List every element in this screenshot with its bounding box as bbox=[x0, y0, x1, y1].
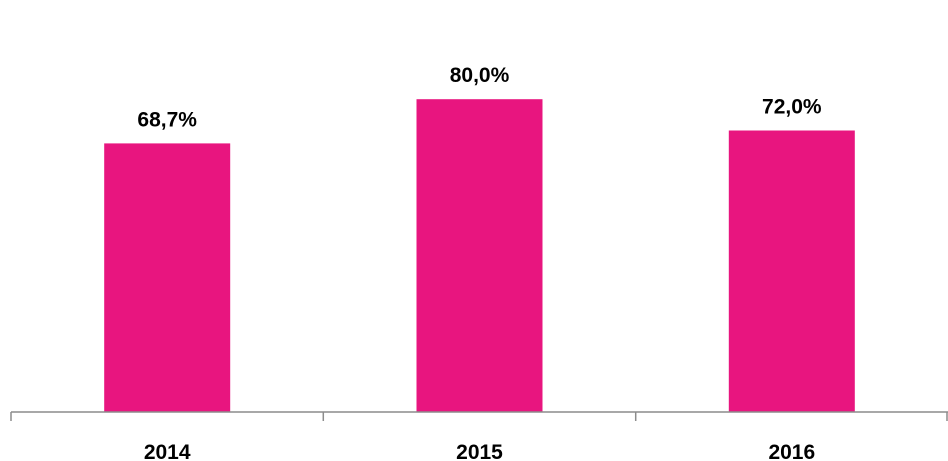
data-labels: 68,7% 80,0% 72,0% bbox=[137, 64, 821, 131]
x-tick-label-2015: 2015 bbox=[456, 441, 503, 461]
x-tick-label-2014: 2014 bbox=[144, 441, 191, 461]
bars bbox=[104, 99, 855, 412]
bar-2014 bbox=[104, 143, 231, 412]
x-tick-label-2016: 2016 bbox=[768, 441, 815, 461]
x-axis bbox=[10, 411, 948, 421]
data-label-2014: 68,7% bbox=[137, 108, 197, 131]
bar-2016 bbox=[728, 130, 855, 412]
data-label-2016: 72,0% bbox=[762, 96, 822, 119]
data-label-2015: 80,0% bbox=[450, 64, 510, 87]
bar-2015 bbox=[416, 99, 543, 412]
x-axis-tick-labels: 2014 2015 2016 bbox=[144, 441, 815, 461]
